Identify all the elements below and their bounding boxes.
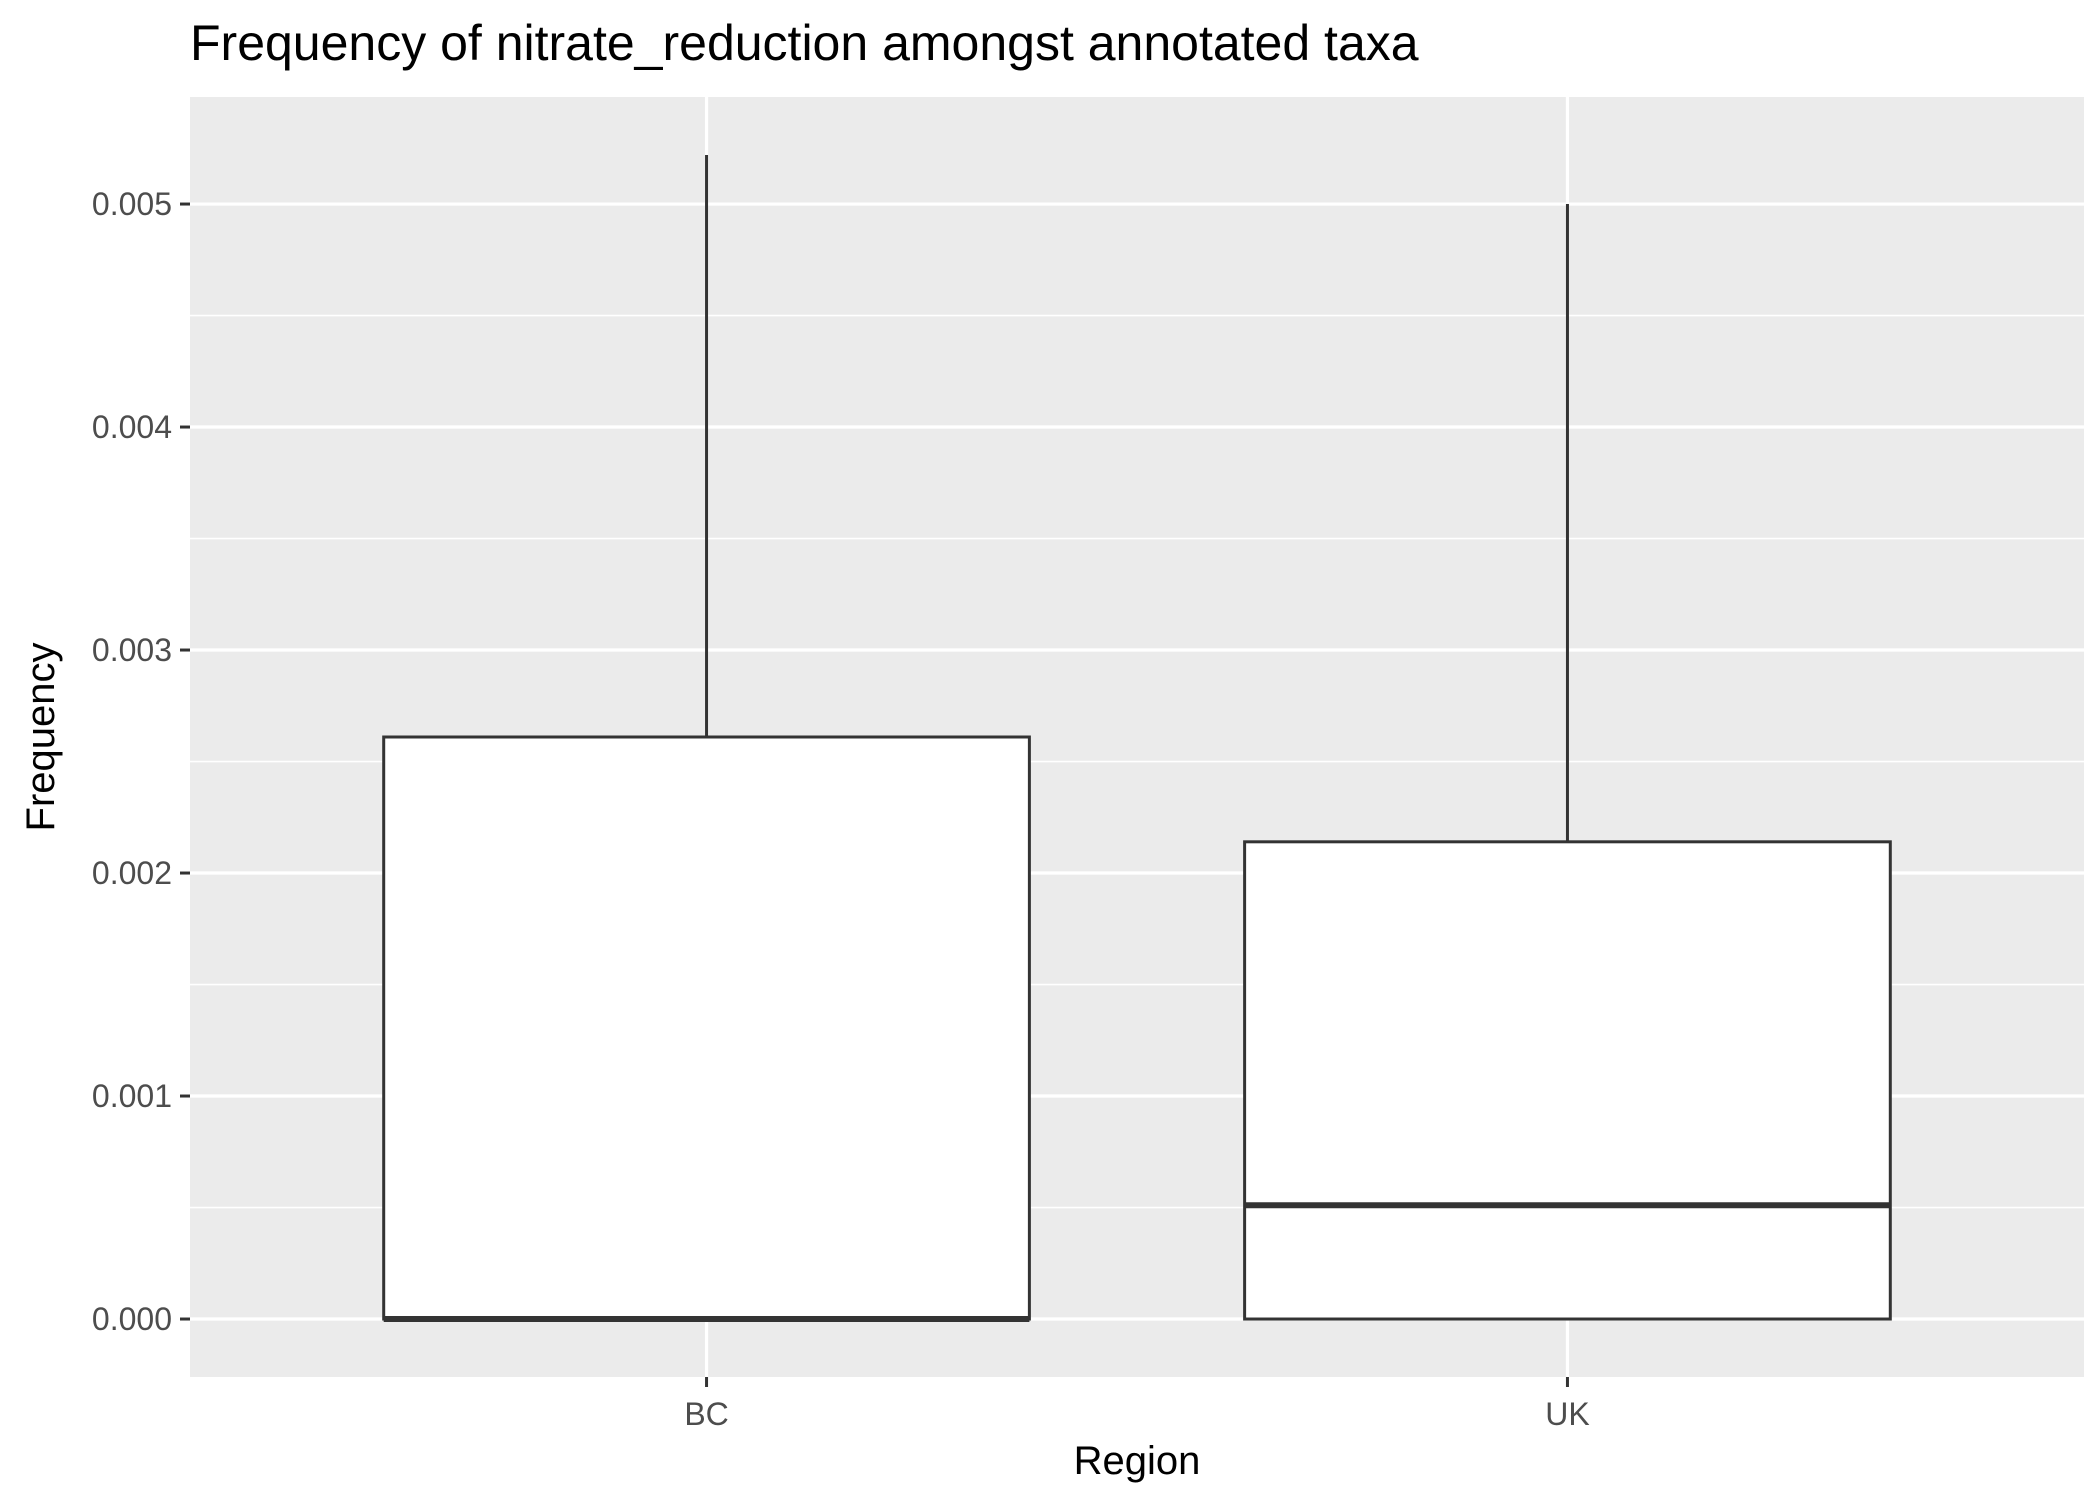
y-tick-label: 0.001 (92, 1078, 172, 1114)
axes: 0.000 0.001 0.002 0.003 0.004 0.005 BC UK (92, 186, 1590, 1432)
x-tick-label: UK (1545, 1396, 1589, 1432)
y-tick-label: 0.002 (92, 855, 172, 891)
x-axis-title: Region (1074, 1439, 1201, 1483)
chart-title: Frequency of nitrate_reduction amongst a… (190, 15, 1419, 71)
y-tick-label: 0.003 (92, 632, 172, 668)
box-iqr (1243, 840, 1892, 1321)
y-tick-label: 0.004 (92, 409, 172, 445)
boxes (382, 154, 1892, 1323)
x-tick-label: BC (684, 1396, 728, 1432)
box-iqr (382, 735, 1031, 1321)
y-axis-title: Frequency (19, 643, 63, 832)
y-tick-label: 0.005 (92, 186, 172, 222)
y-tick-label: 0.000 (92, 1301, 172, 1337)
box-uk (1243, 204, 1892, 1321)
box-bc (382, 154, 1031, 1323)
